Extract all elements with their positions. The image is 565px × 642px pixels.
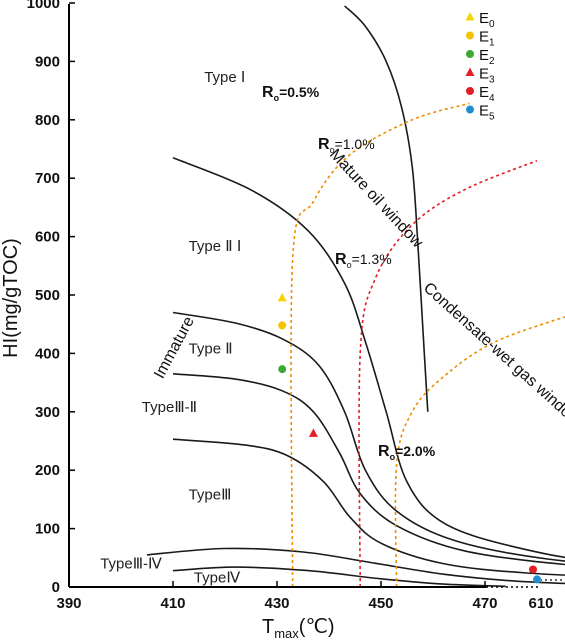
ro-label-symbol: R — [318, 136, 330, 153]
legend-label-e3: E3 — [479, 66, 495, 86]
ro-line — [290, 102, 470, 588]
y-tick-label: 1000 — [27, 0, 60, 12]
maturity-zone-label: Condensate-wet gas window — [420, 279, 565, 429]
x-tick-label: 410 — [160, 595, 185, 612]
x-axis-title: Tmax(℃) — [262, 616, 335, 641]
legend-marker-e1 — [466, 31, 474, 40]
legend-label-letter: E — [479, 66, 489, 83]
chart-labels: HI(mg/gTOC) Tmax(℃) Type Ⅰ Type Ⅱ Ⅰ Type Ⅱ… — [0, 69, 565, 641]
legend-label-e1: E1 — [479, 29, 495, 49]
x-axis-title-unit: (℃) — [299, 616, 335, 638]
type-boundary-curve — [172, 438, 565, 576]
legend-label-subscript: 5 — [489, 112, 495, 123]
y-tick-label: 700 — [35, 170, 60, 187]
data-point-e1 — [278, 321, 287, 330]
legend-marker-e5 — [466, 105, 474, 114]
legend-marker-e4 — [466, 87, 474, 95]
ro-label-subscript: o — [347, 260, 352, 270]
x-tick-label: 450 — [368, 595, 393, 612]
data-point-e5 — [533, 575, 541, 584]
legend-label-letter: E — [479, 103, 489, 120]
legend-label-letter: E — [479, 84, 489, 101]
ro-label-value: =1.3% — [352, 251, 392, 267]
data-point-e2 — [278, 365, 287, 374]
legend-label-subscript: 0 — [489, 19, 495, 30]
legend-label-e4: E4 — [479, 84, 495, 104]
kerogen-type-label: Type Ⅰ — [204, 69, 245, 86]
y-tick-label: 800 — [35, 112, 60, 129]
ro-label-subscript: o — [390, 452, 396, 462]
ro-label-symbol: R — [378, 443, 390, 460]
x-axis-title-subscript: max — [274, 626, 299, 641]
x-tick-label: 390 — [56, 595, 81, 612]
data-points — [277, 292, 541, 584]
type-boundary-curve — [172, 566, 506, 588]
x-tick-label: 470 — [472, 595, 497, 612]
ro-line — [358, 159, 538, 588]
y-tick-label: 0 — [52, 579, 60, 596]
legend-marker-e0 — [465, 12, 475, 21]
legend-label-e2: E2 — [479, 47, 495, 67]
y-tick-label: 300 — [35, 404, 60, 421]
vitrinite-reflectance-lines: Ro=0.5%Ro=1.0%Ro=1.3%Ro=2.0% — [262, 84, 565, 588]
legend-label-subscript: 4 — [489, 93, 495, 104]
type-boundary-curve — [172, 373, 565, 566]
ro-label-value: =0.5% — [279, 84, 320, 100]
ro-label-subscript: o — [274, 93, 280, 103]
legend-marker-e2 — [466, 50, 474, 58]
ro-label: Ro=1.0% — [318, 136, 375, 155]
kerogen-type-label: Type Ⅱ Ⅰ — [189, 238, 242, 255]
ro-label: Ro=2.0% — [378, 443, 436, 462]
ro-line — [394, 316, 565, 588]
ro-label-value: =1.0% — [335, 136, 375, 152]
y-tick-label: 900 — [35, 53, 60, 70]
y-tick-label: 600 — [35, 229, 60, 246]
y-axis-title: HI(mg/gTOC) — [0, 238, 22, 358]
data-point-e4 — [529, 565, 537, 574]
y-tick-label: 400 — [35, 345, 60, 362]
legend-label-subscript: 3 — [489, 75, 495, 86]
y-tick-label: 200 — [35, 462, 60, 479]
kerogen-type-label: TypeⅢ-Ⅱ — [142, 399, 197, 416]
x-tick-label: 610 — [528, 595, 553, 612]
x-tick-label: 430 — [264, 595, 289, 612]
type-boundary-curve — [172, 311, 565, 562]
kerogen-type-label: TypeⅢ-Ⅳ — [100, 555, 162, 572]
legend-label-e5: E5 — [479, 103, 495, 123]
legend-label-subscript: 2 — [489, 56, 495, 67]
type-boundary-curves — [146, 5, 565, 588]
legend-label-letter: E — [479, 10, 489, 27]
type-boundary-curve — [172, 157, 565, 559]
y-tick-label: 100 — [35, 521, 60, 538]
kerogen-type-label: Type Ⅱ — [189, 340, 233, 357]
ro-label-subscript: o — [330, 145, 335, 155]
legend-label-letter: E — [479, 47, 489, 64]
x-axis-title-main: T — [262, 616, 274, 638]
legend-label-letter: E — [479, 29, 489, 46]
legend-label-e0: E0 — [479, 10, 495, 30]
kerogen-type-label: TypeⅢ — [189, 486, 232, 503]
ro-label: Ro=0.5% — [262, 84, 320, 103]
type-boundary-curve — [344, 5, 429, 412]
data-point-e3 — [308, 428, 318, 437]
ro-label-value: =2.0% — [395, 443, 436, 459]
ro-label-symbol: R — [262, 84, 274, 101]
legend-label-subscript: 1 — [489, 38, 495, 49]
data-point-e0 — [277, 292, 287, 302]
y-tick-label: 500 — [35, 287, 60, 304]
ro-label-symbol: R — [335, 251, 347, 268]
type-boundary-curve — [146, 547, 565, 585]
kerogen-type-label: TypeⅣ — [194, 569, 241, 586]
legend-marker-e3 — [465, 67, 475, 76]
ro-label: Ro=1.3% — [335, 251, 392, 270]
